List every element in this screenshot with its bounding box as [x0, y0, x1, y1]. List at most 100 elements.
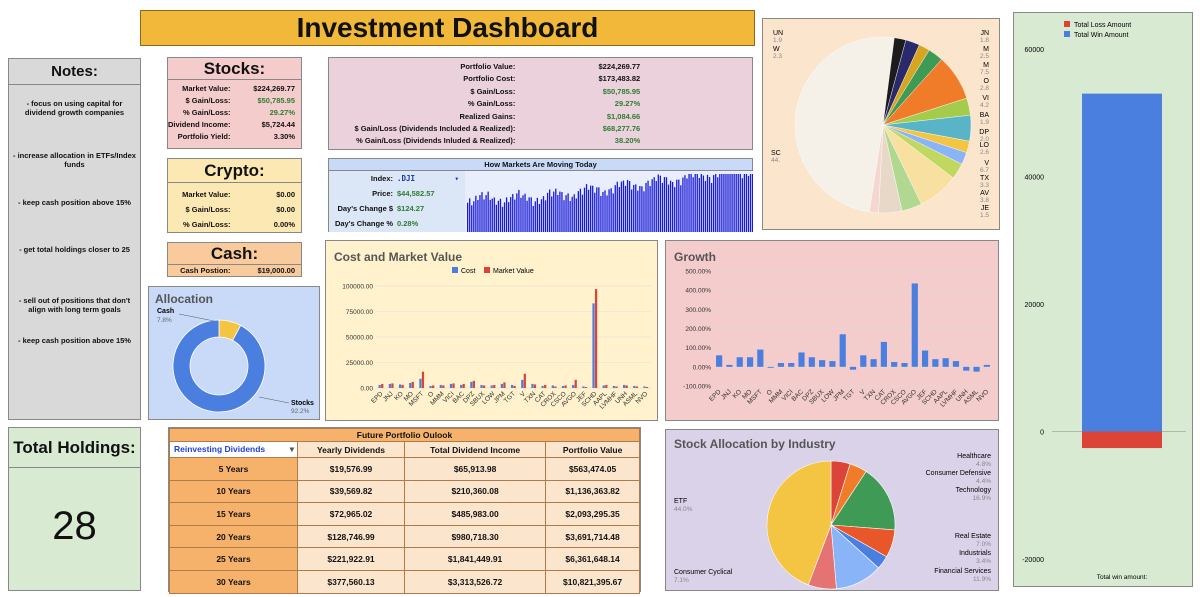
x-tick-label: O	[766, 388, 775, 397]
spark-bar	[491, 198, 493, 232]
bar-cost	[480, 384, 483, 388]
growth-bar	[880, 341, 887, 367]
total-holdings-value: 28	[52, 504, 97, 548]
industry-value: 7.0%	[976, 541, 991, 548]
bar-cost	[592, 303, 595, 388]
spark-bar	[481, 192, 483, 232]
spark-bar	[532, 205, 534, 232]
spark-bar	[739, 174, 741, 232]
total-cell: $980,718.30	[404, 524, 547, 549]
spark-bar	[639, 185, 641, 232]
row-label: % Gain/Loss:	[182, 108, 231, 117]
row-value: $68,277.76	[602, 123, 641, 133]
period-cell: 25 Years	[169, 547, 298, 571]
y-tick-label: 200.00%	[685, 326, 711, 333]
holdings-label: JE	[981, 205, 990, 212]
bar-market-value	[462, 383, 465, 388]
future-outlook-table: Future Portfolio Oulook Reinvesting Divi…	[169, 428, 640, 594]
total-cell: $3,313,526.72	[404, 569, 547, 594]
y-tick-label: 400.00%	[685, 288, 711, 295]
row-value: $224,269.77	[598, 62, 641, 71]
spark-bar	[571, 196, 573, 232]
spark-bar	[508, 202, 510, 232]
x-tick-label: KO	[732, 388, 744, 400]
growth-bar	[757, 349, 764, 367]
x-tick-label: NVO	[975, 388, 990, 403]
portfolio-row: Realized Gains: $1,084.66	[329, 111, 752, 123]
growth-bar	[942, 358, 949, 367]
row-label: Day's Change %	[334, 219, 393, 228]
x-tick-label: V	[859, 388, 867, 396]
holdings-value: 1.9	[980, 119, 989, 126]
bar-market-value	[615, 386, 618, 388]
bar-market-value	[605, 384, 608, 388]
growth-bar	[788, 363, 795, 367]
cost-market-title: Cost and Market Value	[334, 250, 463, 264]
y-tick-label: -20000	[1022, 557, 1044, 564]
holdings-pie-panel: SC 44. UN 1.9 W 2.3 JN 1.8 M 2.5 M 7.5 O 2.8 VI 4.2 BA 1.…	[762, 18, 1000, 230]
spark-bar	[596, 187, 598, 232]
y-tick-label: 300.00%	[685, 307, 711, 314]
spark-bar	[477, 200, 479, 232]
cash-position-row: Cash Postion: $19,000.00	[168, 265, 301, 276]
row-label: Portfolio Value:	[460, 62, 516, 71]
growth-bar	[983, 364, 990, 367]
win-loss-panel: 60000 40000 20000 0 -20000 Total Loss Amount T…	[1013, 12, 1193, 587]
markets-quote: Index: .DJI ▾ Price: $44,582.57 Day's Chan…	[329, 171, 465, 232]
table-row: 30 Years $377,560.13 $3,313,526.72 $10,821,…	[169, 569, 640, 594]
spark-bar	[557, 195, 559, 232]
bar-cost	[633, 385, 636, 388]
spark-bar	[665, 177, 668, 232]
column-header: Yearly Dividends	[296, 441, 406, 458]
holdings-slice	[794, 36, 895, 213]
spark-bar	[577, 191, 579, 232]
y-tick-label: 25000.00	[346, 360, 373, 367]
value-cell: $10,821,395.67	[545, 569, 640, 594]
bar-market-value	[452, 383, 455, 388]
portfolio-row: $ Gain/Loss (Dividends Included & Realiz…	[329, 123, 752, 135]
allocation-leader	[258, 396, 290, 404]
bar-cost	[460, 384, 463, 388]
spark-bar	[637, 190, 639, 232]
row-label: Cash Postion:	[180, 266, 231, 275]
spark-bar	[672, 182, 674, 232]
yearly-cell: $72,965.02	[296, 502, 406, 526]
markets-heading: How Markets Are Moving Today	[329, 159, 752, 171]
bar-cost	[602, 385, 605, 388]
holdings-label: SC	[771, 150, 781, 157]
bar-cost	[378, 384, 381, 388]
row-label: $ Gain/Loss:	[470, 86, 516, 96]
spark-bar	[659, 175, 661, 232]
spark-bar	[704, 180, 707, 232]
row-value: $19,000.00	[257, 266, 295, 275]
row-label: $ Gain/Loss:	[185, 96, 231, 105]
total-holdings-heading: Total Holdings:	[9, 428, 140, 468]
industry-panel: Stock Allocation by Industry Healthcare 4…	[665, 429, 999, 591]
bar-cost	[551, 385, 554, 388]
index-select[interactable]: .DJI ▾	[397, 171, 465, 186]
row-label: Market Value:	[182, 190, 231, 199]
portfolio-row: $ Gain/Loss: $50,785.95	[329, 86, 752, 98]
spark-bar	[503, 202, 506, 232]
holdings-value: 2.0	[980, 136, 989, 143]
holdings-label: M	[983, 46, 989, 53]
legend-label-market: Market Value	[493, 268, 534, 275]
spark-bar	[530, 197, 532, 232]
total-cell: $1,841,449.91	[404, 547, 547, 571]
spark-bar	[669, 180, 672, 232]
spark-bar	[549, 189, 551, 232]
row-value: 29.27%	[269, 108, 295, 117]
growth-bar	[808, 357, 815, 367]
dividend-mode-select[interactable]: Reinvesting Dividends ▾	[169, 441, 298, 458]
industry-slice-technology	[830, 471, 896, 531]
spark-bar	[655, 181, 657, 232]
growth-title: Growth	[674, 250, 716, 264]
bar-cost	[398, 384, 402, 388]
spark-bar	[534, 201, 536, 232]
industry-value: 4.8%	[976, 461, 991, 468]
x-axis-label: Total win amount:	[1097, 574, 1148, 581]
spark-bar	[727, 174, 729, 232]
spark-bar	[719, 174, 721, 232]
row-label: % Gain/Loss (Dividends Inluded & Realize…	[356, 136, 516, 146]
spark-bar	[573, 194, 575, 232]
